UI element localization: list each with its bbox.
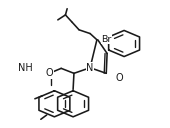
- Text: NH: NH: [18, 63, 33, 73]
- Text: Br: Br: [101, 35, 112, 44]
- Text: O: O: [116, 73, 123, 83]
- Text: O: O: [46, 68, 53, 78]
- Text: N: N: [86, 63, 94, 73]
